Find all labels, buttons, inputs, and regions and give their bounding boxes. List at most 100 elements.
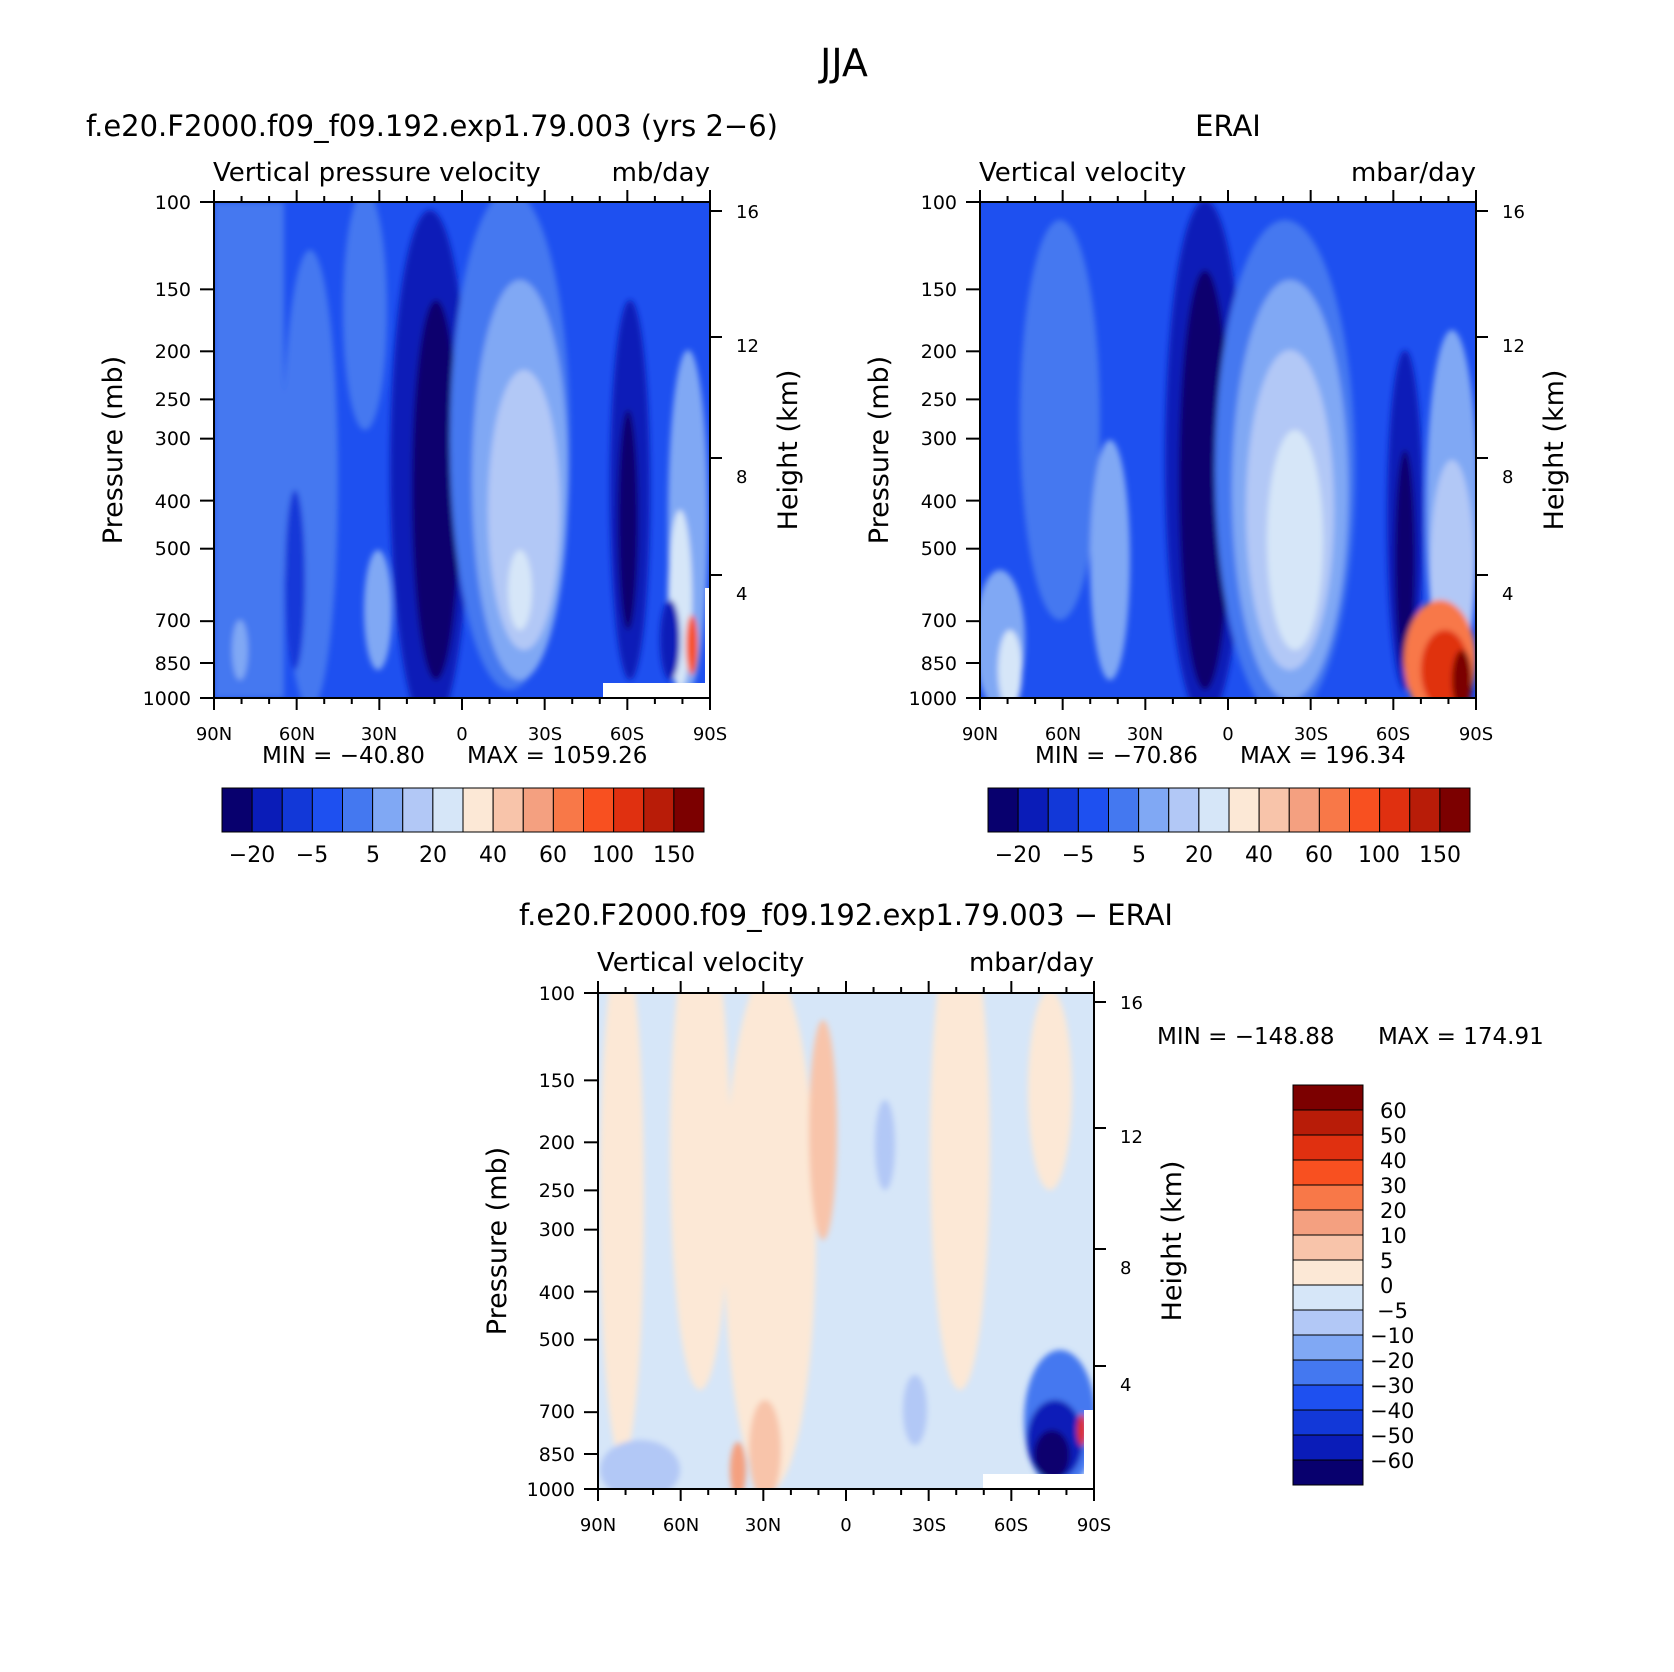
max-label: MAX = 174.91 [1378,1024,1544,1050]
y-tick-label: 200 [539,1132,575,1154]
y-tick-labels: 100 150 200 250 300 400 500 700 850 1000 [527,983,575,1501]
colorbar-cell [1198,787,1230,833]
colorbar-label: −20 [1370,1349,1414,1373]
x-tick-label: 0 [1222,724,1233,745]
x-tick-label: 90N [580,1515,616,1536]
contour-region [724,993,816,1489]
y-tick-label: 250 [539,1180,575,1202]
y-tick-label: 200 [921,341,957,363]
tick-marks [200,190,1488,1501]
colorbar-cell [1292,1434,1364,1461]
colorbar-cell [402,787,434,833]
colorbar-cell [522,787,554,833]
colorbar-cell [1168,787,1200,833]
colorbar-label: −5 [1377,1299,1408,1323]
y-tick-label: 150 [539,1070,575,1092]
x-tick-label: 60S [1376,724,1410,745]
x-tick-label: 0 [456,724,467,745]
x-tick-labels: 90N 60N 30N 0 30S 60S 90S [580,1515,1111,1536]
colorbar-cell [1047,787,1079,833]
contour-region [508,550,532,630]
colorbar-label: 30 [1380,1174,1407,1198]
x-tick-label: 60S [994,1515,1028,1536]
height-tick-labels: 16 12 8 4 [1120,993,1143,1396]
units-label: mbar/day [969,948,1094,978]
contour-region [232,620,248,680]
x-tick-label: 60N [279,724,315,745]
y-tick-label: 400 [539,1282,575,1304]
contour-region [343,202,387,430]
height-tick-label: 12 [1502,336,1525,357]
colorbar-cell [1292,1159,1364,1186]
x-tick-label: 60N [1045,724,1081,745]
colorbar-cell [1349,787,1381,833]
colorbar-cell [1292,1234,1364,1261]
contour-region [214,202,284,698]
colorbar-cell [1017,787,1049,833]
colorbar-label: 40 [1245,843,1273,868]
x-tick-label: 90N [196,724,232,745]
colorbar-cell [552,787,584,833]
y-axis-label: Pressure (mb) [98,356,129,544]
y-tick-label: 700 [155,610,191,632]
y-tick-label: 100 [921,192,957,214]
y-tick-label: 100 [539,983,575,1005]
colorbar-cell [432,787,464,833]
y-axis-label-right: Height (km) [1157,1161,1188,1322]
y-tick-label: 850 [921,653,957,675]
x-tick-label: 0 [840,1515,851,1536]
colorbar-cell [251,787,283,833]
contour-region [1028,993,1072,1190]
contour-region [730,1442,746,1489]
contour-region [686,615,698,675]
colorbar-label: 20 [1380,1199,1407,1223]
colorbar-cell [372,787,404,833]
field-label: Vertical velocity [979,158,1186,188]
field-label: Vertical velocity [597,948,804,978]
missing-data [983,1474,1094,1489]
colorbar-cell [1292,1259,1364,1286]
colorbar-cell [1138,787,1170,833]
colorbar-label: −50 [1370,1424,1414,1448]
contour-region [428,380,452,620]
height-tick-label: 8 [1120,1258,1131,1279]
min-label: MIN = −40.80 [262,743,425,769]
colorbar-label: −20 [229,843,275,868]
y-tick-label: 150 [155,279,191,301]
x-tick-labels: 90N 60N 30N 0 30S 60S 90S [196,724,727,745]
y-tick-label: 150 [921,279,957,301]
contour-region [600,1440,680,1489]
colorbar-cell [1288,787,1320,833]
colorbar-label: 40 [479,843,507,868]
contour-region [1267,430,1323,650]
y-tick-label: 1000 [527,1479,575,1501]
colorbar-cells [1292,1084,1364,1486]
colorbar: −20 −5 5 20 40 60 100 150 [987,787,1471,868]
colorbar-label: 60 [539,843,567,868]
colorbar-cell [1292,1309,1364,1336]
contour-region [809,1020,837,1240]
contour-region [930,993,990,1390]
contour-region [285,490,305,670]
colorbar-cell [1258,787,1290,833]
x-tick-label: 90S [1077,1515,1111,1536]
colorbar-cell [1292,1084,1364,1111]
units-label: mbar/day [1351,158,1476,188]
height-tick-label: 4 [736,584,747,605]
colorbar-label: 60 [1305,843,1333,868]
contour-field [598,993,1094,1489]
y-tick-label: 500 [155,538,191,560]
colorbar-label: −5 [1062,843,1094,868]
colorbar-label: −60 [1370,1449,1414,1473]
colorbar-cell [583,787,615,833]
units-label: mb/day [612,158,710,188]
contour-field [980,202,1476,698]
contour-region [618,410,638,630]
panel-erai: ERAI Vertical velocity mbar/day [864,109,1570,868]
min-label: MIN = −148.88 [1157,1024,1334,1050]
colorbar-cell [1318,787,1350,833]
colorbar-label: 100 [1358,843,1400,868]
contour-region [1452,650,1472,698]
y-tick-label: 1000 [909,688,957,710]
